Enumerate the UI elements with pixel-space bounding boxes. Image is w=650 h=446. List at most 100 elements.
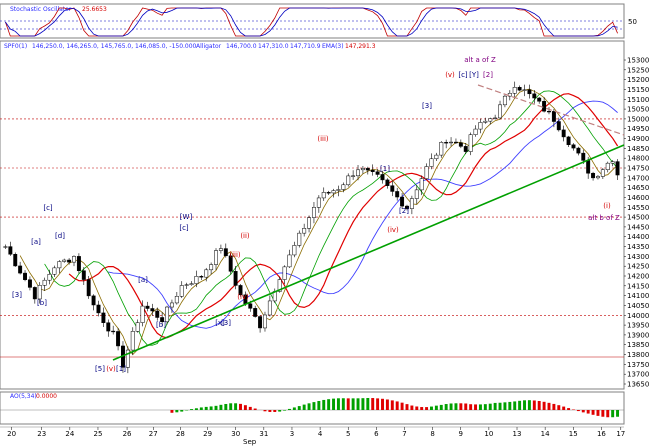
candle-body	[532, 93, 537, 99]
ao-bar	[356, 398, 360, 410]
ao-bar	[175, 410, 179, 413]
ao-bar	[229, 403, 233, 410]
price-tick-label: 14350	[627, 243, 649, 251]
ao-bar	[601, 410, 605, 417]
wave-label: (iv)	[387, 226, 399, 234]
candle-body	[160, 317, 165, 323]
candle-body	[311, 207, 316, 218]
date-label: 10	[484, 430, 493, 438]
ao-bar	[513, 401, 517, 410]
alligator-lips-line	[44, 90, 618, 346]
stochastic-panel: Stochastic Oscillator 25.6653 50	[0, 3, 637, 39]
date-label: 5	[346, 430, 350, 438]
date-label: 14	[541, 430, 550, 438]
ao-bar	[273, 410, 277, 412]
ao-bar	[459, 403, 463, 410]
date-label: 23	[37, 430, 46, 438]
wave-label: [b]	[37, 299, 47, 307]
candle-body	[106, 322, 111, 332]
wave-label: [a]	[31, 238, 41, 246]
date-label: 3	[290, 430, 294, 438]
ao-bar	[190, 409, 193, 410]
ao-bar	[415, 406, 419, 410]
price-tick-label: 15200	[627, 76, 649, 84]
wave-label: [c]	[458, 71, 468, 79]
candle-body	[91, 295, 96, 306]
candle-body	[439, 142, 444, 156]
candle-body	[302, 228, 307, 234]
candle-body	[116, 331, 121, 347]
ao-bar	[562, 406, 566, 410]
candle-body	[223, 248, 228, 257]
candle-body	[356, 169, 360, 177]
ao-bar	[523, 400, 526, 410]
ao-bar	[327, 399, 331, 410]
ao-bar	[243, 405, 247, 410]
ao-bar	[430, 406, 433, 410]
candle-body	[405, 205, 409, 209]
date-label: 8	[430, 430, 434, 438]
ao-bar	[483, 404, 487, 410]
candle-body	[8, 246, 13, 255]
wave-label: [1]	[116, 365, 126, 373]
wave-label: [3]	[12, 291, 22, 299]
candle-body	[610, 161, 615, 164]
candle-body	[321, 192, 326, 199]
candle-body	[297, 232, 302, 246]
ema-line	[19, 88, 618, 356]
ao-bar	[180, 410, 184, 412]
wave-label: [2]	[483, 71, 493, 79]
candle-body	[331, 190, 336, 194]
date-label: 30	[231, 430, 240, 438]
candle-body	[537, 97, 542, 102]
candle-body	[453, 141, 458, 144]
candle-body	[169, 302, 174, 308]
candle-body	[179, 285, 184, 297]
price-tick-label: 14550	[627, 204, 649, 212]
ao-bar	[425, 407, 429, 410]
ao-bar	[224, 403, 228, 410]
candle-body	[488, 118, 493, 122]
ao-bar	[385, 399, 389, 410]
ao-bar	[194, 408, 198, 410]
candle-body	[174, 296, 179, 304]
ao-bar	[263, 410, 267, 412]
date-label: 31	[259, 430, 268, 438]
candle-body	[336, 189, 341, 191]
candle-body	[561, 129, 566, 138]
resistance-trendline	[477, 84, 625, 136]
candle-body	[37, 285, 42, 300]
candle-body	[517, 87, 522, 91]
wave-label: [W]	[180, 213, 193, 221]
wave-label: [x]	[215, 319, 225, 327]
price-tick-label: 15150	[627, 86, 649, 94]
candle-body	[346, 175, 351, 186]
ao-bar	[508, 401, 512, 410]
ao-bar	[199, 407, 203, 410]
ao-bar	[606, 410, 610, 418]
candle-body	[67, 259, 72, 263]
date-label: 25	[94, 430, 103, 438]
candle-body	[434, 154, 439, 160]
candle-body	[72, 256, 76, 263]
candle-body	[184, 284, 189, 286]
wave-label: (iii)	[229, 251, 241, 259]
price-tick-label: 14800	[627, 155, 649, 163]
price-tick-label: 14150	[627, 282, 649, 290]
price-tick-label: 14450	[627, 223, 649, 231]
candle-body	[233, 271, 238, 286]
date-label: 13	[513, 430, 522, 438]
ao-bar	[493, 402, 497, 410]
date-label: 17	[616, 430, 625, 438]
candle-body	[86, 279, 91, 297]
ao-bar	[488, 403, 492, 410]
date-label: 9	[459, 430, 463, 438]
candle-body	[307, 217, 312, 229]
ao-bar	[268, 410, 272, 412]
price-tick-label: 13750	[627, 361, 649, 369]
ao-histogram	[170, 398, 620, 418]
wave-label: alt b of Z	[588, 214, 620, 222]
candle-body	[292, 245, 297, 256]
candle-body	[238, 285, 243, 296]
